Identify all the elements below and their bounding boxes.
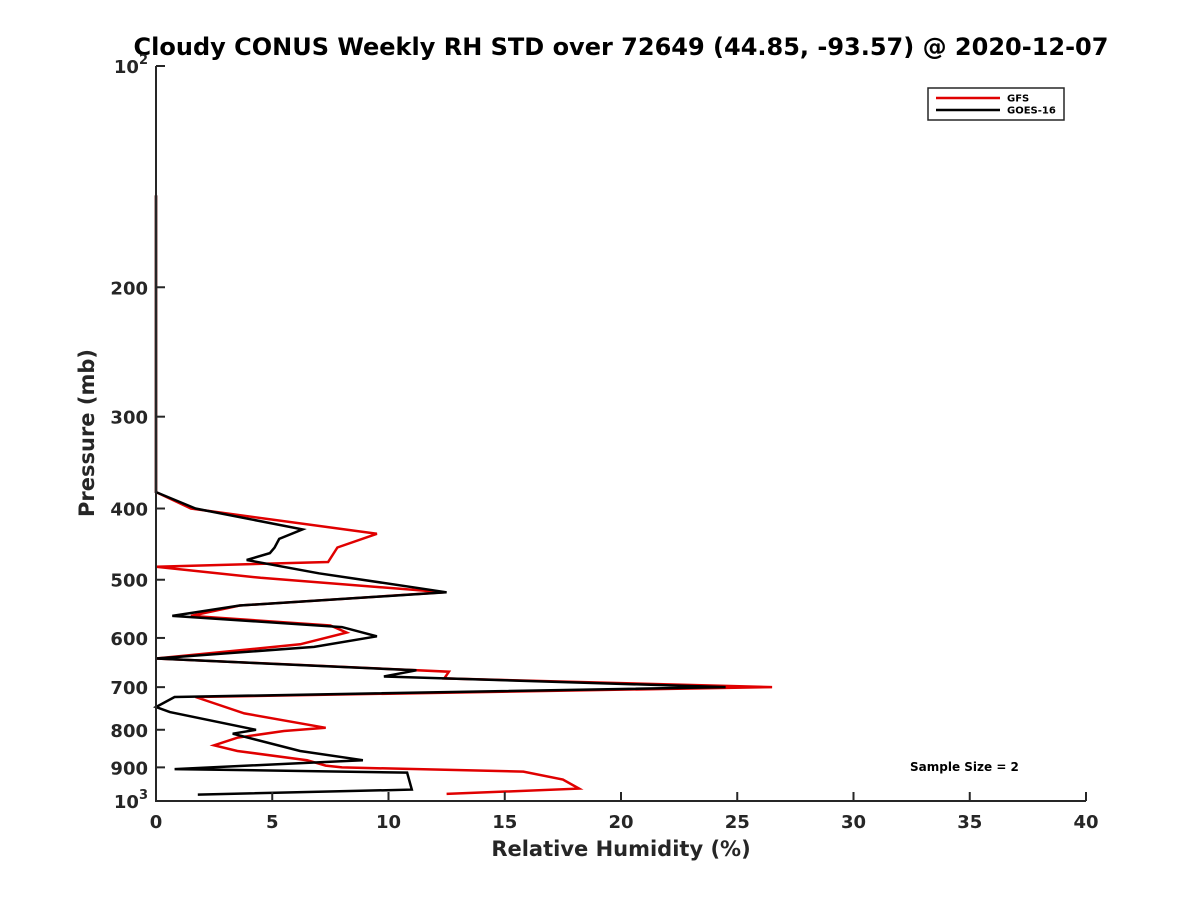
- sample-size-annotation: Sample Size = 2: [910, 760, 1019, 774]
- x-tick-label: 35: [957, 812, 982, 833]
- y-axis-ticks: 102 200 300 400 500 600 700 800 900 103: [110, 53, 165, 813]
- x-tick-label: 25: [725, 812, 750, 833]
- x-tick-label: 0: [150, 812, 163, 833]
- y-tick-label: 300: [110, 408, 148, 429]
- y-tick-label: 500: [110, 571, 148, 592]
- y-tick-label: 103: [114, 788, 148, 813]
- series-layer: [152, 195, 773, 796]
- y-tick-label: 200: [110, 278, 148, 299]
- x-tick-label: 10: [376, 812, 401, 833]
- x-axis-ticks: 0 5 10 15 20 25 30 35 40: [150, 792, 1099, 833]
- x-tick-label: 20: [608, 812, 633, 833]
- legend-label-goes16: GOES-16: [1007, 106, 1056, 117]
- legend-label-gfs: GFS: [1007, 94, 1029, 105]
- y-tick-label: 900: [110, 758, 148, 779]
- y-tick-label: 400: [110, 500, 148, 521]
- chart-title: Cloudy CONUS Weekly RH STD over 72649 (4…: [134, 33, 1109, 61]
- y-tick-label: 800: [110, 721, 148, 742]
- y-tick-label: 600: [110, 629, 148, 650]
- legend-box: [927, 87, 1065, 121]
- y-tick-label: 102: [114, 53, 148, 78]
- legend: GFS GOES-16: [927, 87, 1065, 121]
- x-tick-label: 30: [841, 812, 866, 833]
- x-tick-label: 40: [1073, 812, 1098, 833]
- y-tick-label: 700: [110, 678, 148, 699]
- series-line-gfs: [154, 195, 773, 796]
- y-axis-label: Pressure (mb): [75, 349, 99, 517]
- series-line-goes16: [152, 195, 726, 796]
- x-tick-label: 15: [492, 812, 517, 833]
- x-tick-label: 5: [266, 812, 279, 833]
- x-axis-label: Relative Humidity (%): [491, 837, 750, 861]
